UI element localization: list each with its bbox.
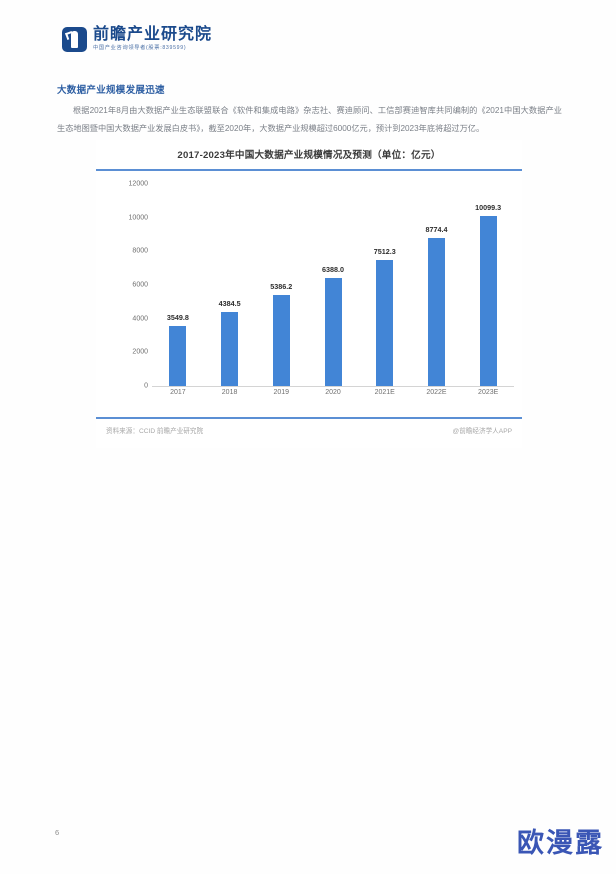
bar <box>479 216 497 386</box>
chart-credit-label: @前瞻经济学人APP <box>452 428 512 435</box>
plot-area: 3549.8 4384.5 5386.2 6388.0 7512.3 8774.4 1009… <box>152 184 514 387</box>
chart-title: 2017-2023年中国大数据产业规模情况及预测（单位：亿元） <box>177 150 441 161</box>
body-paragraph: 根据2021年8月由大数据产业生态联盟联合《软件和集成电路》杂志社、赛迪顾问、工… <box>57 106 562 133</box>
y-axis-tick: 8000 <box>132 247 148 255</box>
bar-column: 3549.8 <box>152 184 204 386</box>
x-axis-tick: 2018 <box>221 389 238 396</box>
bar-value-label: 6388.0 <box>322 265 344 275</box>
y-axis-tick: 12000 <box>128 180 148 188</box>
bar-column: 5386.2 <box>255 184 307 386</box>
chart-plot-wrapper: 0 2000 4000 6000 8000 10000 12000 3549.8 4384.5… <box>96 180 522 412</box>
bar-column: 6388.0 <box>307 184 359 386</box>
page-number: 6 <box>55 828 60 837</box>
bar-column: 10099.3 <box>462 184 514 386</box>
chart-footer: 资料来源：CCID 前瞻产业研究院 @前瞻经济学人APP <box>106 425 512 435</box>
report-logo: 前瞻产业研究院 中国产业咨询领导者(股票:839599) <box>62 27 212 52</box>
y-axis-tick: 4000 <box>132 315 148 323</box>
y-axis-tick: 0 <box>144 382 148 390</box>
x-axis-tick: 2022E <box>426 389 447 396</box>
bar <box>376 259 394 386</box>
bar-column: 8774.4 <box>411 184 463 386</box>
bar-column: 7512.3 <box>359 184 411 386</box>
y-axis: 0 2000 4000 6000 8000 10000 12000 <box>102 180 148 390</box>
chart-bottom-rule <box>96 417 522 419</box>
bar-column: 4384.5 <box>204 184 256 386</box>
bar-value-label: 7512.3 <box>373 246 396 256</box>
bar-value-label: 10099.3 <box>475 203 502 212</box>
bar <box>324 278 342 386</box>
chart-top-rule <box>96 169 522 171</box>
logo-title: 前瞻产业研究院 <box>93 26 213 44</box>
bar <box>221 312 239 386</box>
bar-value-label: 5386.2 <box>270 282 293 292</box>
logo-subtitle: 中国产业咨询领导者(股票:839599) <box>93 45 187 52</box>
y-axis-tick: 6000 <box>132 281 148 289</box>
x-axis-tick: 2023E <box>478 389 499 396</box>
bar-value-label: 4384.5 <box>218 299 241 309</box>
x-axis: 2017 2018 2019 2020 2021E 2022E 2023E <box>152 389 514 396</box>
logo-text-block: 前瞻产业研究院 中国产业咨询领导者(股票:839599) <box>93 27 212 51</box>
chart-source-label: 资料来源：CCID 前瞻产业研究院 <box>106 428 204 435</box>
pillar-arrow-logo-icon <box>62 27 87 52</box>
bar <box>427 238 445 386</box>
x-axis-tick: 2021E <box>374 389 395 396</box>
bar <box>169 326 187 386</box>
bar-value-label: 8774.4 <box>425 225 448 235</box>
watermark: 欧漫露 <box>517 828 604 858</box>
bar-value-label: 3549.8 <box>166 313 189 323</box>
chart-card: 2017-2023年中国大数据产业规模情况及预测（单位：亿元） 0 2000 400… <box>96 140 522 448</box>
x-axis-tick: 2020 <box>325 389 341 396</box>
bar <box>272 295 290 386</box>
y-axis-tick: 2000 <box>132 348 148 356</box>
x-axis-tick: 2019 <box>273 389 290 396</box>
x-axis-tick: 2017 <box>170 389 186 396</box>
y-axis-tick: 10000 <box>128 214 148 222</box>
section-heading: 大数据产业规模发展迅速 <box>57 85 165 96</box>
